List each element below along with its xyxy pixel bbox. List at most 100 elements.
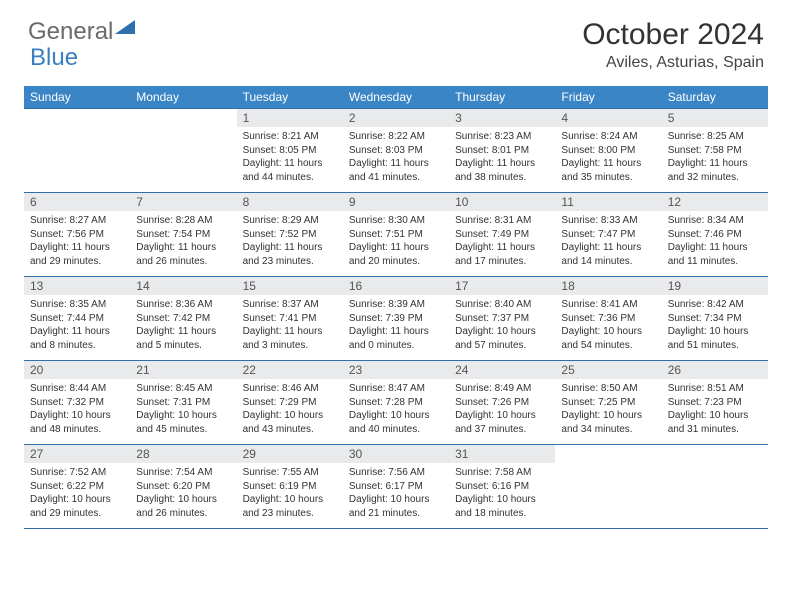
calendar-cell: 9Sunrise: 8:30 AMSunset: 7:51 PMDaylight… xyxy=(343,193,449,277)
col-tuesday: Tuesday xyxy=(237,86,343,109)
daylight-line2: and 21 minutes. xyxy=(349,507,443,521)
calendar-cell: 12Sunrise: 8:34 AMSunset: 7:46 PMDayligh… xyxy=(662,193,768,277)
daylight-line1: Daylight: 10 hours xyxy=(455,409,549,423)
sunrise-text: Sunrise: 8:33 AM xyxy=(561,214,655,228)
col-wednesday: Wednesday xyxy=(343,86,449,109)
sunrise-text: Sunrise: 8:25 AM xyxy=(668,130,762,144)
daylight-line2: and 8 minutes. xyxy=(30,339,124,353)
daylight-line1: Daylight: 10 hours xyxy=(455,493,549,507)
day-number: 12 xyxy=(662,193,768,211)
calendar-cell: 25Sunrise: 8:50 AMSunset: 7:25 PMDayligh… xyxy=(555,361,661,445)
sunrise-text: Sunrise: 7:56 AM xyxy=(349,466,443,480)
calendar-cell xyxy=(555,445,661,529)
calendar-cell: 7Sunrise: 8:28 AMSunset: 7:54 PMDaylight… xyxy=(130,193,236,277)
col-saturday: Saturday xyxy=(662,86,768,109)
day-number: 31 xyxy=(449,445,555,463)
daylight-line1: Daylight: 10 hours xyxy=(30,493,124,507)
sunrise-text: Sunrise: 8:44 AM xyxy=(30,382,124,396)
daylight-line1: Daylight: 10 hours xyxy=(349,493,443,507)
logo-second-line: Blue xyxy=(30,44,78,72)
daylight-line2: and 57 minutes. xyxy=(455,339,549,353)
sunset-text: Sunset: 7:51 PM xyxy=(349,228,443,242)
sunrise-text: Sunrise: 8:21 AM xyxy=(243,130,337,144)
calendar-row: 13Sunrise: 8:35 AMSunset: 7:44 PMDayligh… xyxy=(24,277,768,361)
day-number: 4 xyxy=(555,109,661,127)
day-info: Sunrise: 8:30 AMSunset: 7:51 PMDaylight:… xyxy=(343,211,449,272)
calendar-row: 27Sunrise: 7:52 AMSunset: 6:22 PMDayligh… xyxy=(24,445,768,529)
daylight-line1: Daylight: 10 hours xyxy=(349,409,443,423)
sunrise-text: Sunrise: 8:39 AM xyxy=(349,298,443,312)
day-info: Sunrise: 8:34 AMSunset: 7:46 PMDaylight:… xyxy=(662,211,768,272)
daylight-line1: Daylight: 11 hours xyxy=(455,157,549,171)
calendar-cell: 24Sunrise: 8:49 AMSunset: 7:26 PMDayligh… xyxy=(449,361,555,445)
daylight-line1: Daylight: 11 hours xyxy=(668,241,762,255)
daylight-line1: Daylight: 11 hours xyxy=(243,241,337,255)
daylight-line1: Daylight: 11 hours xyxy=(349,157,443,171)
sunset-text: Sunset: 7:32 PM xyxy=(30,396,124,410)
daylight-line1: Daylight: 11 hours xyxy=(243,325,337,339)
day-number: 3 xyxy=(449,109,555,127)
day-number: 1 xyxy=(237,109,343,127)
sunrise-text: Sunrise: 8:24 AM xyxy=(561,130,655,144)
calendar-cell xyxy=(130,109,236,193)
sunrise-text: Sunrise: 8:50 AM xyxy=(561,382,655,396)
sunset-text: Sunset: 7:37 PM xyxy=(455,312,549,326)
sunrise-text: Sunrise: 7:54 AM xyxy=(136,466,230,480)
day-info: Sunrise: 8:33 AMSunset: 7:47 PMDaylight:… xyxy=(555,211,661,272)
daylight-line2: and 0 minutes. xyxy=(349,339,443,353)
sunset-text: Sunset: 6:16 PM xyxy=(455,480,549,494)
sunrise-text: Sunrise: 8:47 AM xyxy=(349,382,443,396)
daylight-line1: Daylight: 11 hours xyxy=(136,241,230,255)
daylight-line1: Daylight: 10 hours xyxy=(455,325,549,339)
sunrise-text: Sunrise: 8:37 AM xyxy=(243,298,337,312)
day-number: 10 xyxy=(449,193,555,211)
daylight-line2: and 43 minutes. xyxy=(243,423,337,437)
day-number: 27 xyxy=(24,445,130,463)
day-info: Sunrise: 8:31 AMSunset: 7:49 PMDaylight:… xyxy=(449,211,555,272)
daylight-line2: and 26 minutes. xyxy=(136,255,230,269)
day-number: 22 xyxy=(237,361,343,379)
daylight-line1: Daylight: 10 hours xyxy=(561,409,655,423)
calendar-cell: 14Sunrise: 8:36 AMSunset: 7:42 PMDayligh… xyxy=(130,277,236,361)
title-block: October 2024 Aviles, Asturias, Spain xyxy=(582,18,764,72)
day-info: Sunrise: 8:21 AMSunset: 8:05 PMDaylight:… xyxy=(237,127,343,188)
day-number: 15 xyxy=(237,277,343,295)
day-info: Sunrise: 8:42 AMSunset: 7:34 PMDaylight:… xyxy=(662,295,768,356)
daylight-line2: and 40 minutes. xyxy=(349,423,443,437)
day-info: Sunrise: 8:22 AMSunset: 8:03 PMDaylight:… xyxy=(343,127,449,188)
sunset-text: Sunset: 7:54 PM xyxy=(136,228,230,242)
daylight-line2: and 17 minutes. xyxy=(455,255,549,269)
calendar-cell: 4Sunrise: 8:24 AMSunset: 8:00 PMDaylight… xyxy=(555,109,661,193)
calendar-cell: 11Sunrise: 8:33 AMSunset: 7:47 PMDayligh… xyxy=(555,193,661,277)
sunset-text: Sunset: 7:36 PM xyxy=(561,312,655,326)
sunset-text: Sunset: 8:05 PM xyxy=(243,144,337,158)
daylight-line1: Daylight: 11 hours xyxy=(30,241,124,255)
day-number: 30 xyxy=(343,445,449,463)
day-info: Sunrise: 8:23 AMSunset: 8:01 PMDaylight:… xyxy=(449,127,555,188)
day-number: 8 xyxy=(237,193,343,211)
daylight-line2: and 34 minutes. xyxy=(561,423,655,437)
daylight-line1: Daylight: 11 hours xyxy=(561,241,655,255)
daylight-line1: Daylight: 10 hours xyxy=(30,409,124,423)
daylight-line1: Daylight: 11 hours xyxy=(349,325,443,339)
col-thursday: Thursday xyxy=(449,86,555,109)
sunset-text: Sunset: 6:19 PM xyxy=(243,480,337,494)
sunset-text: Sunset: 7:49 PM xyxy=(455,228,549,242)
day-number: 26 xyxy=(662,361,768,379)
sunset-text: Sunset: 7:25 PM xyxy=(561,396,655,410)
calendar-cell: 23Sunrise: 8:47 AMSunset: 7:28 PMDayligh… xyxy=(343,361,449,445)
daylight-line2: and 54 minutes. xyxy=(561,339,655,353)
day-number: 6 xyxy=(24,193,130,211)
sunrise-text: Sunrise: 8:36 AM xyxy=(136,298,230,312)
day-info: Sunrise: 8:46 AMSunset: 7:29 PMDaylight:… xyxy=(237,379,343,440)
day-info: Sunrise: 7:54 AMSunset: 6:20 PMDaylight:… xyxy=(130,463,236,524)
day-number: 16 xyxy=(343,277,449,295)
day-info: Sunrise: 8:49 AMSunset: 7:26 PMDaylight:… xyxy=(449,379,555,440)
sunset-text: Sunset: 8:03 PM xyxy=(349,144,443,158)
daylight-line2: and 26 minutes. xyxy=(136,507,230,521)
daylight-line2: and 35 minutes. xyxy=(561,171,655,185)
daylight-line2: and 51 minutes. xyxy=(668,339,762,353)
daylight-line2: and 23 minutes. xyxy=(243,507,337,521)
day-info: Sunrise: 8:51 AMSunset: 7:23 PMDaylight:… xyxy=(662,379,768,440)
day-number: 13 xyxy=(24,277,130,295)
